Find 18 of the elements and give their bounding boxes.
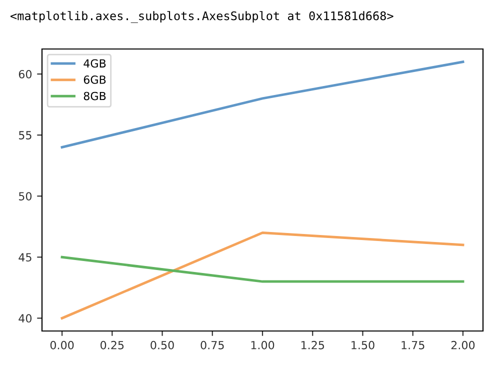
x-tick-label: 1.00 [251, 340, 274, 350]
text: <matplotlib.axes._subplots.AxesSubplot at 0x11581d668> [10, 11, 394, 23]
legend-label: 6GB [84, 76, 106, 84]
legend-label: 8GB [84, 92, 106, 100]
y-tick-label: 55 [18, 131, 32, 140]
y-tick-label: 40 [18, 314, 32, 323]
x-tick-label: 1.75 [402, 341, 424, 350]
y-tick-label: 45 [18, 253, 32, 262]
y-tick-label: 60 [18, 70, 32, 78]
x-tick-label: 0.75 [200, 340, 224, 350]
x-tick-label: 0.50 [150, 340, 174, 350]
legend-label: 4GB [84, 59, 106, 68]
x-tick-label: 0.00 [50, 340, 74, 350]
x-tick-label: 0.25 [100, 340, 124, 350]
x-tick-label: 2.00 [451, 340, 475, 350]
x-tick-label: 1.25 [301, 340, 324, 350]
y-tick-label: 50 [18, 192, 32, 200]
x-tick-label: 1.50 [352, 340, 374, 350]
